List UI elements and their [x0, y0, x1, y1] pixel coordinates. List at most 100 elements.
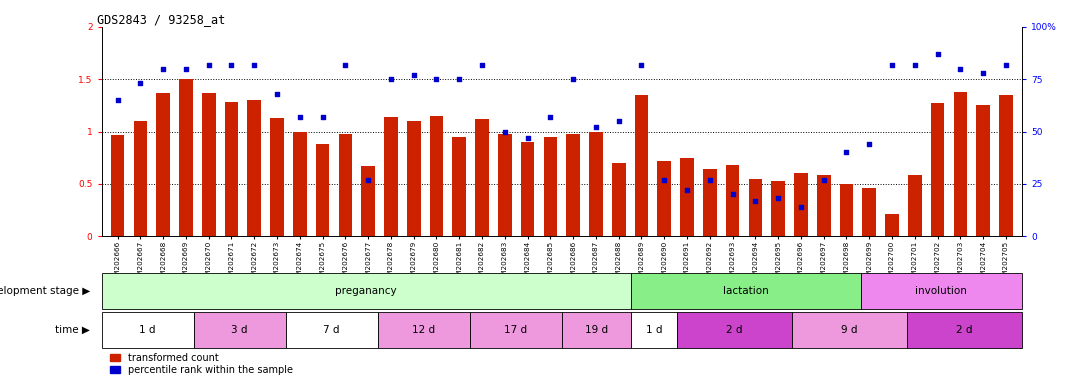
Text: 19 d: 19 d [584, 324, 608, 335]
Point [565, 76, 582, 82]
Bar [840, 184, 853, 236]
Bar [631, 312, 676, 348]
Bar [816, 175, 830, 236]
Point [929, 51, 946, 57]
Bar [293, 131, 307, 236]
Bar [179, 79, 193, 236]
Point [769, 195, 786, 202]
Bar [590, 131, 602, 236]
Point [541, 114, 559, 120]
Bar [976, 105, 990, 236]
Bar [794, 174, 808, 236]
Point [838, 149, 855, 156]
Point [314, 114, 331, 120]
Point [519, 135, 536, 141]
Bar [453, 137, 467, 236]
Bar [953, 92, 967, 236]
Point [246, 61, 263, 68]
Bar [225, 102, 239, 236]
Bar [521, 142, 534, 236]
Bar [247, 100, 261, 236]
Text: GDS2843 / 93258_at: GDS2843 / 93258_at [97, 13, 226, 26]
Text: 3 d: 3 d [231, 324, 248, 335]
Bar [544, 137, 557, 236]
Point [747, 197, 764, 204]
Point [154, 66, 171, 72]
Point [291, 114, 308, 120]
Point [587, 124, 605, 131]
Point [952, 66, 969, 72]
Point [724, 191, 742, 197]
Bar [430, 116, 443, 236]
Text: 1 d: 1 d [645, 324, 662, 335]
Point [633, 61, 651, 68]
Text: 1 d: 1 d [139, 324, 156, 335]
Bar [362, 166, 374, 236]
Text: 2 d: 2 d [957, 324, 973, 335]
Bar [999, 95, 1012, 236]
Text: development stage ▶: development stage ▶ [0, 286, 90, 296]
Point [450, 76, 468, 82]
Bar [635, 95, 648, 236]
Bar [286, 312, 378, 348]
Bar [194, 312, 286, 348]
Legend: transformed count, percentile rank within the sample: transformed count, percentile rank withi… [107, 349, 296, 379]
Point [178, 66, 195, 72]
Bar [475, 119, 489, 236]
Bar [202, 93, 215, 236]
Point [678, 187, 696, 193]
Point [793, 204, 810, 210]
Bar [906, 312, 1022, 348]
Bar [676, 312, 792, 348]
Point [382, 76, 399, 82]
Bar [134, 121, 148, 236]
Bar [931, 103, 945, 236]
Bar [908, 175, 921, 236]
Point [884, 61, 901, 68]
Text: involution: involution [916, 286, 967, 296]
Bar [771, 181, 785, 236]
Point [473, 61, 490, 68]
Bar [384, 117, 398, 236]
Text: 17 d: 17 d [504, 324, 528, 335]
Bar [860, 273, 1022, 309]
Bar [562, 312, 631, 348]
Point [132, 80, 149, 86]
Point [496, 128, 514, 135]
Point [815, 177, 832, 183]
Bar [338, 134, 352, 236]
Bar [725, 165, 739, 236]
Bar [681, 158, 693, 236]
Point [701, 177, 718, 183]
Bar [407, 121, 421, 236]
Point [109, 97, 126, 103]
Text: time ▶: time ▶ [56, 324, 90, 335]
Point [997, 61, 1014, 68]
Bar [316, 144, 330, 236]
Bar [612, 163, 626, 236]
Bar [862, 188, 876, 236]
Text: 7 d: 7 d [323, 324, 340, 335]
Bar [470, 312, 562, 348]
Point [360, 177, 377, 183]
Bar [378, 312, 470, 348]
Bar [703, 169, 717, 236]
Text: preganancy: preganancy [335, 286, 397, 296]
Point [656, 177, 673, 183]
Bar [111, 135, 124, 236]
Text: 12 d: 12 d [412, 324, 435, 335]
Bar [792, 312, 906, 348]
Text: lactation: lactation [723, 286, 768, 296]
Point [610, 118, 627, 124]
Bar [566, 134, 580, 236]
Point [200, 61, 217, 68]
Point [428, 76, 445, 82]
Bar [271, 118, 284, 236]
Bar [498, 134, 511, 236]
Point [860, 141, 877, 147]
Text: 2 d: 2 d [727, 324, 743, 335]
Text: 9 d: 9 d [841, 324, 857, 335]
Bar [156, 93, 170, 236]
Point [223, 61, 240, 68]
Point [906, 61, 923, 68]
